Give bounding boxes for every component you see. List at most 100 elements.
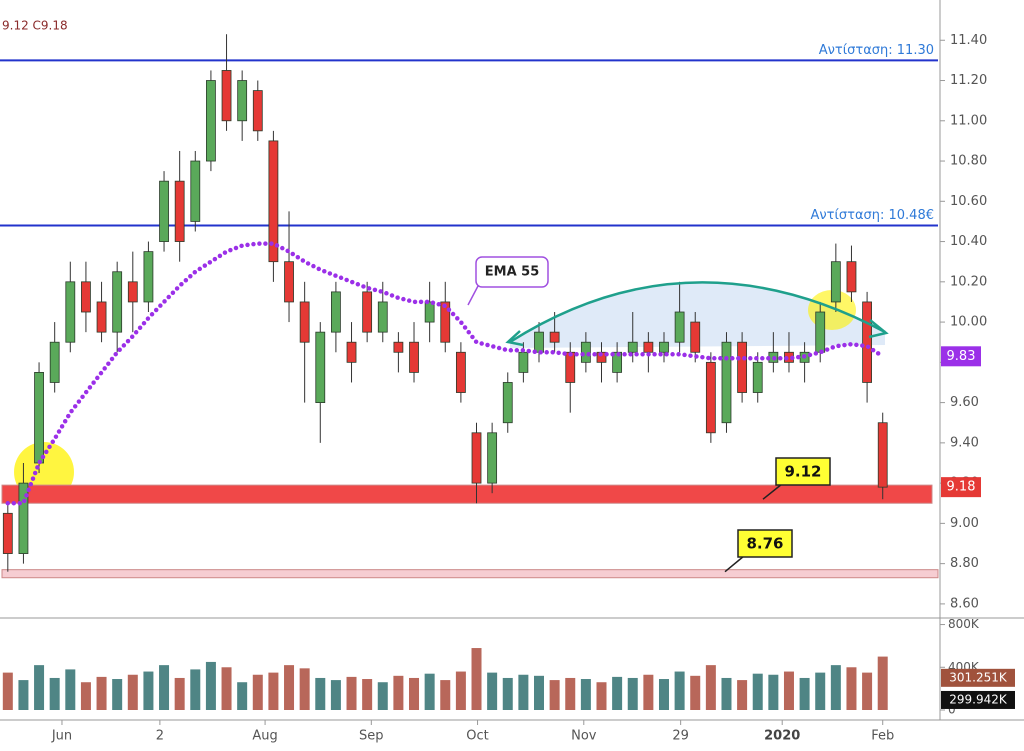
volume-bar xyxy=(830,665,841,710)
volume-bar xyxy=(409,677,420,710)
candle-body xyxy=(221,70,232,122)
volume xyxy=(2,648,888,710)
candle-body xyxy=(174,180,185,242)
candle-body xyxy=(159,180,169,242)
volume-bar xyxy=(487,672,498,710)
candle-body xyxy=(580,341,591,363)
volume-bar xyxy=(674,671,685,710)
x-tick-label: Oct xyxy=(466,729,488,744)
volume-bar xyxy=(34,665,45,710)
candle-body xyxy=(737,341,748,393)
volume-bar xyxy=(737,680,748,710)
candle-body xyxy=(612,351,623,373)
candle-body xyxy=(252,90,263,132)
volume-bar xyxy=(252,674,263,710)
callout-pointer xyxy=(762,483,783,500)
ema-line xyxy=(5,241,885,506)
volume-bar xyxy=(862,672,873,710)
y-tick-label: 10.60 xyxy=(950,194,987,209)
volume-bar xyxy=(768,674,779,710)
candle-body xyxy=(409,341,419,373)
support-zone xyxy=(1,569,939,579)
support-label: 9.12 xyxy=(784,463,821,481)
y-tick-label: 9.60 xyxy=(950,395,979,410)
volume-bar xyxy=(96,676,107,710)
candle-body xyxy=(362,291,373,333)
candle-body xyxy=(112,271,123,333)
volume-bar xyxy=(112,679,123,710)
volume-bar xyxy=(299,668,310,710)
volume-bar xyxy=(534,675,545,710)
resistance-label: Αντίσταση: 10.48€ xyxy=(811,208,935,223)
y-tick-label: 9.00 xyxy=(950,516,979,531)
y-tick-label: 8.60 xyxy=(950,596,979,611)
volume-bar xyxy=(284,665,295,710)
candle-body xyxy=(877,422,888,488)
candle-body xyxy=(518,351,529,373)
candle-body xyxy=(299,301,310,343)
candle-body xyxy=(534,331,544,353)
candle-body xyxy=(65,281,76,343)
volume-bar xyxy=(330,680,341,710)
candle-body xyxy=(846,261,857,293)
candle-body xyxy=(331,291,341,333)
candle-body xyxy=(643,341,654,353)
y-tick-label: 11.00 xyxy=(950,113,987,128)
zones: Αντίσταση: 11.30 Αντίσταση: 10.48€ xyxy=(0,43,939,579)
axes: 8.608.809.009.209.409.609.8010.0010.2010… xyxy=(51,33,1015,744)
candle-body xyxy=(34,372,44,464)
volume-bar xyxy=(455,671,466,710)
volume-bar xyxy=(49,677,60,710)
volume-bar xyxy=(471,648,482,710)
callout-pointer xyxy=(724,555,745,573)
price-tag xyxy=(941,346,981,367)
volume-bar xyxy=(65,669,76,710)
volume-bar xyxy=(815,672,826,710)
volume-bar xyxy=(221,667,232,710)
volume-bar xyxy=(877,656,888,710)
candle-body xyxy=(862,301,872,383)
volume-bar xyxy=(705,665,716,710)
price-tag xyxy=(941,477,981,498)
volume-bar xyxy=(424,673,435,710)
y-tick-label: 11.20 xyxy=(950,73,987,88)
candle-body xyxy=(471,432,482,484)
x-tick-label: Sep xyxy=(359,729,384,744)
volume-bar xyxy=(612,676,623,710)
candle-body xyxy=(143,251,154,303)
y-tick-label: 9.40 xyxy=(950,435,979,450)
y-tick-label: 0 xyxy=(948,703,956,717)
y-tick-label: 800K xyxy=(948,617,980,631)
x-tick-label: Nov xyxy=(571,729,597,744)
x-tick-label: 2020 xyxy=(764,729,800,744)
candle-body xyxy=(721,341,732,424)
volume-bar xyxy=(315,677,326,710)
candle-body xyxy=(127,281,138,303)
volume-bar xyxy=(596,682,607,710)
volume-bar xyxy=(159,665,170,710)
candle-body xyxy=(190,160,201,222)
candle-body xyxy=(502,382,513,424)
volume-bar xyxy=(205,661,216,710)
volume-bar xyxy=(846,667,857,710)
candle-body xyxy=(424,301,435,323)
candle-body xyxy=(549,331,560,343)
ohlc-legend: 9.12 C9.18 xyxy=(2,19,68,33)
price-tag-label: 9.18 xyxy=(947,480,976,495)
volume-tag-label: 301.251K xyxy=(949,670,1008,684)
x-tick-label: Feb xyxy=(871,729,894,744)
x-tick-label: Jun xyxy=(51,729,72,744)
volume-tag xyxy=(941,668,1015,687)
volume-bar xyxy=(752,673,763,710)
volume-bar xyxy=(643,674,654,710)
callout-box xyxy=(475,256,549,288)
volume-bar xyxy=(627,677,638,710)
candle-body xyxy=(455,351,466,393)
candle-body xyxy=(487,432,498,484)
volume-bar xyxy=(721,677,732,710)
candle-body xyxy=(659,341,669,353)
support-zone xyxy=(1,484,933,504)
resistance-label: Αντίσταση: 11.30 xyxy=(819,43,934,58)
candle-body xyxy=(206,80,216,162)
